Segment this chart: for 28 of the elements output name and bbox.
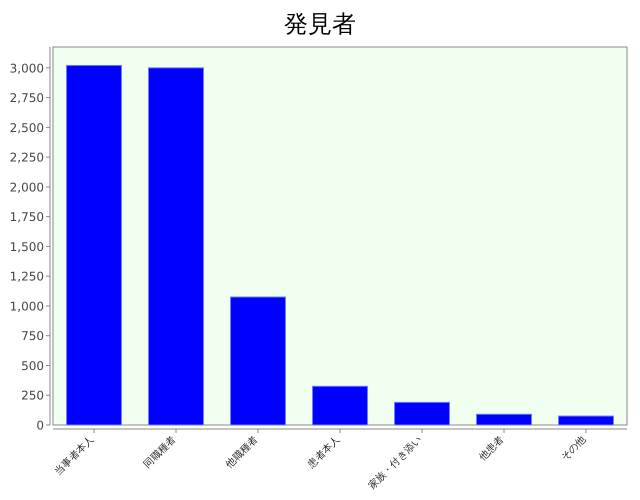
x-tick-label: 家族・付き添い [366, 434, 424, 492]
y-tick-label: 750 [21, 329, 44, 344]
x-tick-label: 同職種者 [141, 434, 178, 470]
x-tick-label: 他患者 [476, 434, 506, 464]
y-tick-label: 2,000 [10, 180, 44, 194]
bar [230, 296, 286, 426]
x-tick-label: その他 [558, 434, 588, 464]
y-tick-label: 1,750 [10, 210, 44, 224]
y-tick-label: 1,000 [10, 299, 44, 314]
x-tick-label: 当事者本人 [52, 434, 96, 478]
chart-title: 発見者 [284, 10, 356, 38]
y-tick-label: 3,000 [10, 61, 44, 76]
y-tick-label: 1,250 [10, 270, 44, 284]
bar [148, 67, 204, 426]
bar [476, 414, 532, 426]
y-tick-label: 250 [21, 388, 44, 403]
y-tick-label: 500 [21, 358, 44, 373]
y-tick-label: 0 [36, 418, 44, 432]
bar [558, 416, 614, 426]
y-tick-label: 2,250 [10, 150, 44, 165]
bar [394, 402, 450, 426]
bar [312, 386, 368, 426]
x-tick-label: 患者本人 [304, 434, 342, 472]
y-tick-label: 2,500 [10, 120, 44, 135]
bar [66, 64, 122, 426]
y-tick-label: 1,500 [10, 240, 44, 254]
x-tick-label: 他職種者 [223, 434, 260, 470]
y-tick-label: 2,750 [10, 91, 44, 106]
